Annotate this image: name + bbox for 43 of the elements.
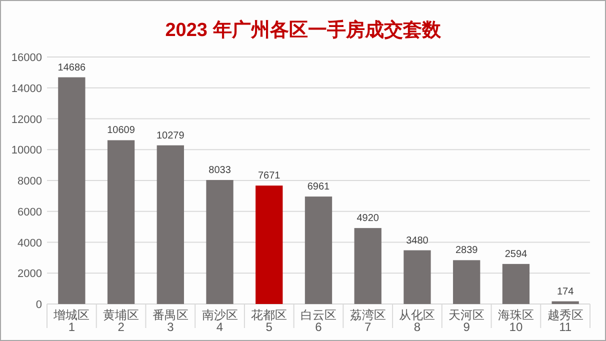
y-tick-label: 0 — [36, 299, 42, 311]
data-label: 174 — [556, 286, 574, 298]
bar — [156, 145, 184, 304]
y-tick-label: 4000 — [18, 237, 42, 250]
data-label: 4920 — [356, 213, 380, 224]
bar — [552, 301, 579, 304]
bar — [354, 228, 382, 304]
bar — [404, 250, 431, 304]
bar — [304, 196, 332, 304]
y-tick-label: 2000 — [18, 268, 42, 280]
x-tick-label: 越秀区 11 — [547, 308, 584, 334]
x-tick-label: 南沙区 4 — [202, 308, 238, 334]
x-tick-label: 从化区 8 — [399, 308, 436, 334]
bar — [453, 260, 480, 304]
x-tick-label: 黄埔区 2 — [103, 308, 140, 334]
x-tick-label: 花都区 5 — [251, 308, 288, 334]
chart-title: 2023 年广州各区一手房成交套数 — [165, 19, 442, 41]
y-tick-label: 14000 — [11, 82, 42, 95]
y-tick-label: 8000 — [18, 176, 42, 188]
data-label: 7671 — [258, 170, 281, 182]
x-tick-label: 天河区 9 — [448, 308, 485, 334]
data-label: 3480 — [406, 235, 429, 246]
data-label: 10279 — [156, 130, 185, 142]
data-label: 14686 — [58, 62, 86, 74]
bar — [502, 264, 530, 304]
x-tick-label: 白云区 6 — [300, 308, 336, 334]
data-label: 2839 — [455, 245, 478, 256]
bar — [58, 77, 86, 304]
y-tick-label: 16000 — [11, 52, 42, 64]
bar — [256, 186, 283, 304]
bar — [107, 140, 135, 304]
data-label: 2594 — [504, 248, 528, 260]
bar — [206, 180, 234, 304]
y-tick-label: 6000 — [18, 206, 42, 218]
data-label: 8033 — [208, 164, 232, 176]
y-tick-label: 12000 — [11, 114, 42, 126]
y-tick-label: 10000 — [11, 144, 42, 157]
data-label: 6961 — [307, 182, 330, 193]
x-tick-label: 番禺区 3 — [152, 308, 188, 334]
data-label: 10609 — [107, 125, 136, 136]
x-tick-label: 增城区 1 — [52, 308, 90, 334]
x-tick-label: 海珠区 10 — [498, 308, 534, 334]
x-tick-label: 荔湾区 7 — [350, 308, 386, 334]
